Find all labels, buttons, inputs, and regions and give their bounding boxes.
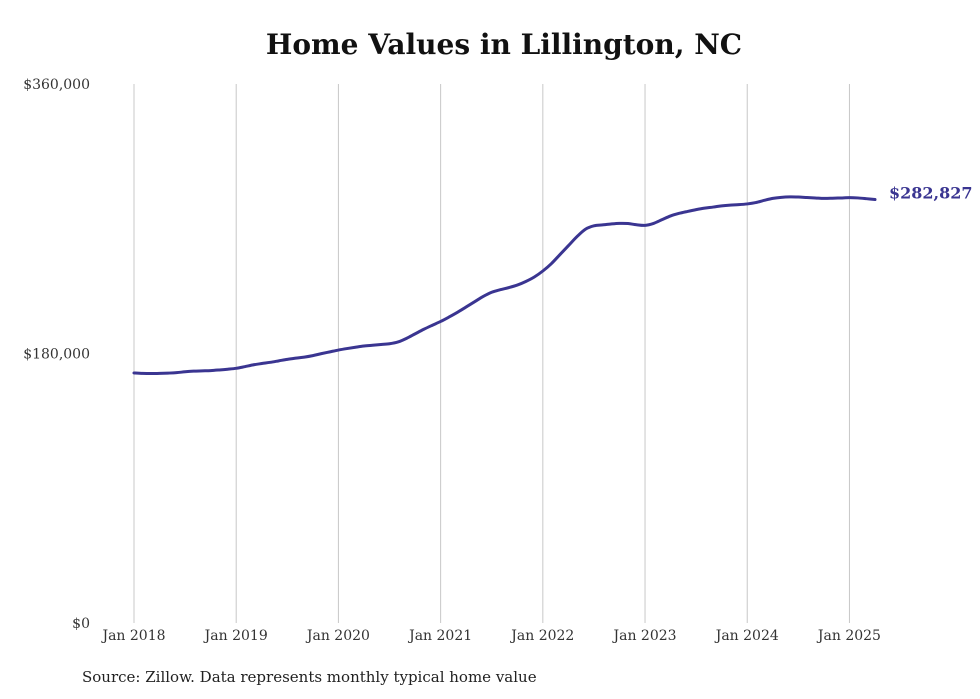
- x-tick-label-3: Jan 2021: [407, 628, 472, 644]
- series-layer: [132, 195, 877, 376]
- vertical-gridlines: [133, 84, 850, 623]
- source-note: Source: Zillow. Data represents monthly …: [82, 668, 537, 686]
- series-line-0: [132, 195, 877, 376]
- x-tick-label-4: Jan 2022: [509, 628, 574, 644]
- y-axis-tick-labels: $0 $180,000 $360,000: [23, 77, 90, 632]
- x-axis-tick-labels: Jan 2018 Jan 2019 Jan 2020 Jan 2021 Jan 2022…: [100, 628, 881, 644]
- y-tick-label-2: $360,000: [23, 77, 90, 93]
- x-tick-label-0: Jan 2018: [100, 628, 165, 644]
- chart-title: Home Values in Lillington, NC: [265, 28, 743, 61]
- x-tick-label-7: Jan 2025: [816, 628, 881, 644]
- end-label-layer: $282,827: [889, 184, 973, 203]
- x-tick-label-5: Jan 2023: [612, 628, 677, 644]
- x-tick-label-2: Jan 2020: [305, 628, 370, 644]
- x-tick-label-1: Jan 2019: [203, 628, 268, 644]
- x-tick-label-6: Jan 2024: [714, 628, 779, 644]
- y-tick-label-0: $0: [72, 616, 90, 632]
- end-value-label: $282,827: [889, 184, 973, 203]
- y-tick-label-1: $180,000: [23, 347, 90, 363]
